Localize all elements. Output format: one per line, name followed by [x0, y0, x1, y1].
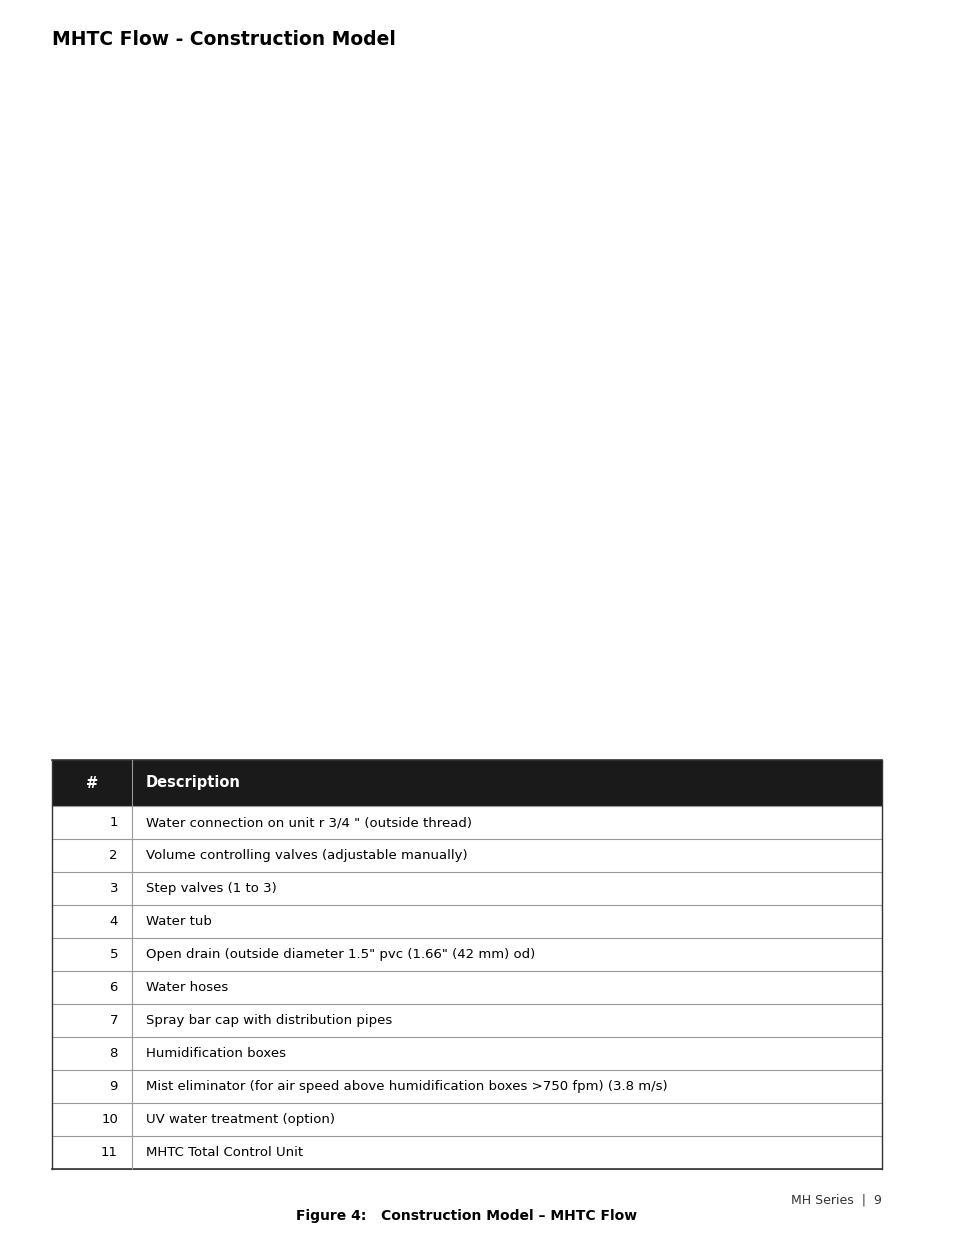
- Bar: [52, 1136, 882, 1170]
- Text: Spray bar cap with distribution pipes: Spray bar cap with distribution pipes: [146, 1014, 392, 1028]
- Text: Water tub: Water tub: [146, 915, 212, 927]
- Bar: [52, 971, 882, 1004]
- Bar: [52, 839, 882, 872]
- Text: Step valves (1 to 3): Step valves (1 to 3): [146, 882, 276, 895]
- Bar: [52, 1037, 882, 1070]
- Text: Figure 4:   Construction Model – MHTC Flow: Figure 4: Construction Model – MHTC Flow: [296, 1209, 637, 1223]
- Text: 10: 10: [101, 1113, 118, 1126]
- Text: Water hoses: Water hoses: [146, 981, 228, 994]
- Text: 2: 2: [110, 848, 118, 862]
- Text: Description: Description: [146, 776, 240, 790]
- Text: 11: 11: [101, 1146, 118, 1158]
- Text: 3: 3: [110, 882, 118, 895]
- Text: MHTC Total Control Unit: MHTC Total Control Unit: [146, 1146, 303, 1158]
- Text: MHTC Flow - Construction Model: MHTC Flow - Construction Model: [52, 30, 395, 49]
- Bar: [52, 939, 882, 971]
- Text: 5: 5: [110, 948, 118, 961]
- Text: Water connection on unit r 3/4 " (outside thread): Water connection on unit r 3/4 " (outsid…: [146, 816, 472, 829]
- Bar: [52, 1004, 882, 1037]
- Bar: [52, 760, 882, 806]
- Bar: [52, 1103, 882, 1136]
- Text: Humidification boxes: Humidification boxes: [146, 1047, 286, 1060]
- Text: 9: 9: [110, 1079, 118, 1093]
- Bar: [52, 872, 882, 905]
- Text: UV water treatment (option): UV water treatment (option): [146, 1113, 335, 1126]
- Text: Volume controlling valves (adjustable manually): Volume controlling valves (adjustable ma…: [146, 848, 467, 862]
- Text: 7: 7: [110, 1014, 118, 1028]
- Text: Open drain (outside diameter 1.5" pvc (1.66" (42 mm) od): Open drain (outside diameter 1.5" pvc (1…: [146, 948, 535, 961]
- Text: 8: 8: [110, 1047, 118, 1060]
- Text: #: #: [86, 776, 98, 790]
- Bar: [52, 1070, 882, 1103]
- Text: Mist eliminator (for air speed above humidification boxes >750 fpm) (3.8 m/s): Mist eliminator (for air speed above hum…: [146, 1079, 667, 1093]
- Bar: [52, 806, 882, 839]
- Text: 1: 1: [110, 816, 118, 829]
- Text: 4: 4: [110, 915, 118, 927]
- Text: MH Series  |  9: MH Series | 9: [790, 1194, 882, 1207]
- Text: 6: 6: [110, 981, 118, 994]
- Bar: [52, 905, 882, 939]
